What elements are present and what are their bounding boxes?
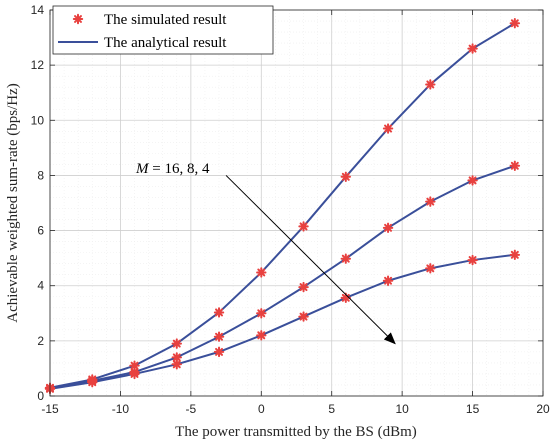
y-tick-label: 14 bbox=[31, 3, 45, 17]
y-tick-label: 12 bbox=[31, 58, 45, 72]
legend: The simulated result The analytical resu… bbox=[52, 5, 274, 55]
plot-frame bbox=[49, 9, 544, 397]
data-point bbox=[509, 249, 521, 261]
data-point bbox=[213, 331, 225, 342]
annotation-label: M = 16, 8, 4 bbox=[135, 161, 210, 177]
data-point bbox=[467, 43, 478, 54]
x-tick-label: -15 bbox=[41, 402, 59, 416]
y-tick-label: 10 bbox=[31, 113, 45, 127]
annotation-symbol: M bbox=[135, 161, 150, 177]
axes: -15 -10 -5 0 5 10 15 20 0 2 4 6 8 10 12 14 bbox=[31, 3, 550, 416]
x-tick-label: 15 bbox=[466, 402, 480, 416]
x-axis-label: The power transmitted by the BS (dBm) bbox=[175, 424, 417, 440]
legend-box bbox=[52, 5, 274, 55]
legend-label-simulated: The simulated result bbox=[104, 12, 227, 28]
series-line-1 bbox=[49, 164, 516, 390]
data-point bbox=[467, 175, 478, 186]
data-point bbox=[382, 123, 394, 134]
data-point bbox=[382, 275, 394, 286]
data-point bbox=[256, 267, 267, 278]
plot-background bbox=[50, 10, 543, 396]
data-point bbox=[298, 281, 309, 293]
data-point bbox=[129, 368, 140, 380]
x-tick-label: -5 bbox=[186, 402, 197, 416]
data-point bbox=[171, 338, 182, 349]
data-point bbox=[425, 263, 436, 274]
x-tick-label: 5 bbox=[328, 402, 335, 416]
data-point bbox=[298, 311, 309, 322]
legend-label-analytical: The analytical result bbox=[104, 35, 227, 51]
data-point bbox=[425, 196, 436, 207]
legend-marker-star bbox=[72, 13, 84, 25]
x-tick-label: -10 bbox=[112, 402, 130, 416]
series-line-0 bbox=[49, 22, 516, 389]
data-point bbox=[87, 377, 98, 388]
data-point bbox=[509, 18, 521, 29]
series-lines bbox=[49, 22, 516, 390]
annotation-arrow bbox=[225, 175, 396, 345]
y-tick-label: 8 bbox=[37, 168, 44, 182]
data-point bbox=[340, 171, 351, 183]
data-point bbox=[298, 221, 309, 232]
annotation-values: = 16, 8, 4 bbox=[149, 161, 210, 177]
data-point bbox=[256, 330, 267, 341]
y-tick-label: 4 bbox=[37, 279, 44, 293]
x-tick-label: 0 bbox=[258, 402, 265, 416]
y-tick-label: 6 bbox=[37, 224, 44, 238]
x-tick-label: 20 bbox=[536, 402, 550, 416]
legend-marker-simulated bbox=[72, 13, 84, 25]
data-point bbox=[467, 254, 478, 266]
y-tick-label: 0 bbox=[37, 389, 44, 403]
annotation: M = 16, 8, 4 bbox=[135, 161, 396, 345]
y-tick-label: 2 bbox=[37, 334, 44, 348]
y-axis-label: Achievable weighted sum-rate (bps/Hz) bbox=[5, 83, 21, 323]
data-point bbox=[213, 346, 225, 358]
data-point bbox=[340, 253, 351, 264]
x-tick-label: 10 bbox=[395, 402, 409, 416]
data-point bbox=[256, 308, 267, 319]
data-point bbox=[382, 222, 394, 234]
data-point bbox=[171, 359, 182, 370]
data-point bbox=[509, 160, 521, 171]
series-line-2 bbox=[49, 253, 515, 390]
data-point bbox=[213, 307, 225, 318]
data-point bbox=[425, 79, 436, 90]
